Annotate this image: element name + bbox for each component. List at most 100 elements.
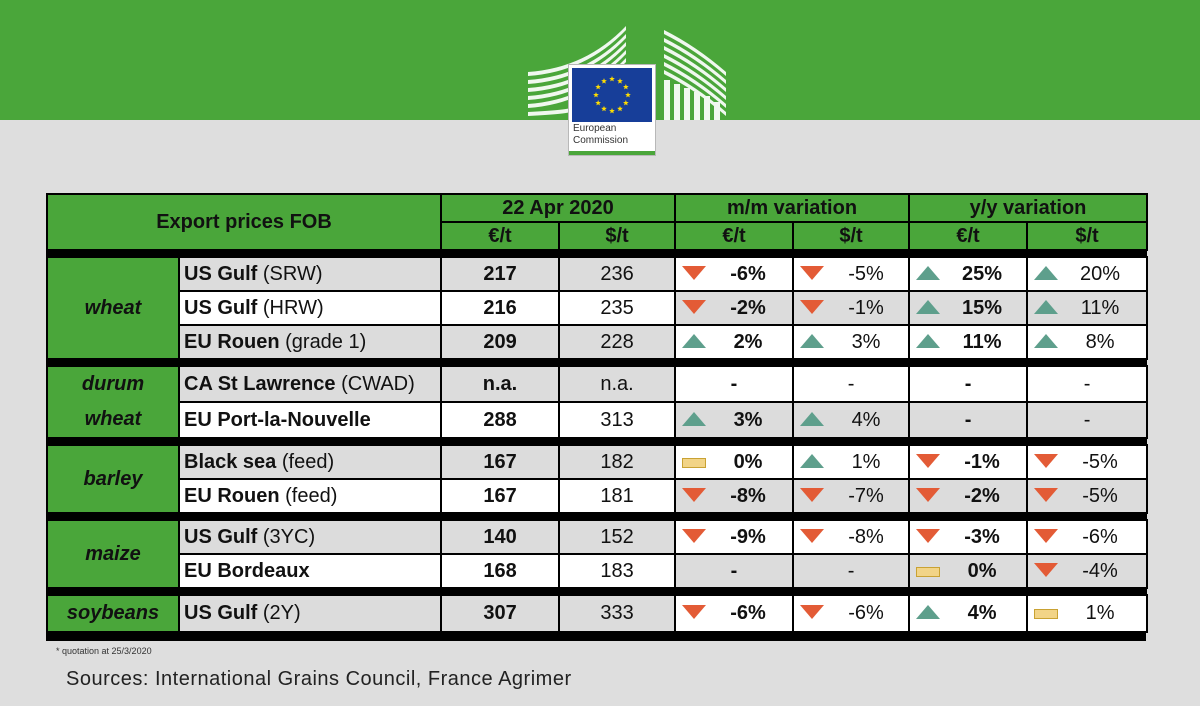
- table-row: barley Black sea (feed) 167 182 0% 1% -1% -5%: [46, 444, 1149, 514]
- triangle-down-icon: [800, 299, 825, 314]
- export-prices-table: Export prices FOB 22 Apr 2020 m/m variat…: [45, 193, 1149, 633]
- commodity-label: soybeans: [46, 594, 180, 633]
- yy-eur-value: 25%: [962, 262, 1003, 285]
- yy-usd-value: 1%: [1085, 602, 1115, 625]
- header-price-eur: €/t: [440, 221, 561, 251]
- eu-star-icon: [609, 108, 615, 114]
- triangle-down-icon: [916, 487, 941, 502]
- export-prices-table-frame: Export prices FOB 22 Apr 2020 m/m variat…: [45, 193, 1149, 641]
- table-row: wheat US Gulf (SRW) 217 236 -6% -5% 25% 20%: [46, 256, 1149, 360]
- price-usd: n.a.: [558, 365, 677, 403]
- origin-name: US Gulf: [184, 296, 258, 319]
- yy-eur-indicator: [916, 602, 946, 625]
- mm-eur-value: -9%: [730, 525, 766, 548]
- yy-usd-value: 8%: [1085, 330, 1115, 353]
- price-eur: 140: [440, 519, 561, 555]
- origin-quality: (grade 1): [279, 330, 367, 353]
- yy-usd-indicator: [1034, 485, 1064, 508]
- ec-name-line1: European: [573, 123, 617, 134]
- yy-eur-value: 15%: [962, 296, 1003, 319]
- price-eur: 167: [440, 444, 561, 480]
- yy-usd: 8%: [1026, 324, 1149, 360]
- ec-logo-card: European Commission: [568, 64, 656, 156]
- mm-usd-indicator: [800, 526, 830, 549]
- yy-eur-indicator: [916, 560, 946, 583]
- commodity-label: barley: [46, 444, 180, 514]
- triangle-down-icon: [916, 528, 941, 543]
- origin-name: EU Bordeaux: [184, 559, 310, 582]
- commodity-label-line: maize: [85, 542, 141, 565]
- triangle-up-icon: [1034, 299, 1059, 314]
- yy-eur: 15%: [908, 290, 1029, 326]
- triangle-up-icon: [916, 265, 941, 280]
- table-row: soybeans US Gulf (2Y) 307 333 -6% -6% 4% 1%: [46, 594, 1149, 633]
- commodity-label: wheat: [46, 256, 180, 360]
- header-mm-eur: €/t: [674, 221, 795, 251]
- mm-usd-indicator: [800, 451, 830, 474]
- group-separator: [47, 588, 1148, 595]
- group-separator: [47, 438, 1148, 445]
- mm-eur: -: [674, 365, 795, 403]
- yy-eur: -2%: [908, 478, 1029, 514]
- triangle-up-icon: [682, 411, 707, 426]
- ec-name-line2: Commission: [573, 135, 629, 146]
- origin-quality: (2Y): [257, 602, 301, 624]
- yy-usd-value: 20%: [1080, 262, 1121, 285]
- separator-cell: [47, 359, 1148, 366]
- group-separator: [47, 359, 1148, 366]
- mm-eur-indicator: [682, 526, 712, 549]
- mm-usd-value: -6%: [848, 602, 884, 625]
- commodity-label: maize: [46, 519, 180, 589]
- yy-eur-indicator: [916, 451, 946, 474]
- mm-usd-value: -7%: [848, 484, 884, 507]
- yy-usd-value: 11%: [1080, 296, 1120, 319]
- mm-eur-value: 3%: [733, 408, 763, 431]
- yy-eur-value: -3%: [964, 525, 1000, 548]
- mm-eur-indicator: [682, 409, 712, 432]
- eu-star-icon: [601, 105, 607, 112]
- origin-quality: (feed): [279, 484, 338, 507]
- mm-usd-indicator: [800, 409, 830, 432]
- mm-eur-value: -6%: [730, 262, 766, 285]
- eu-star-icon: [617, 78, 623, 84]
- mm-eur: -6%: [674, 594, 795, 633]
- eu-star-icon: [623, 100, 629, 106]
- origin-cell: US Gulf (2Y): [177, 594, 443, 633]
- mm-eur-value: -2%: [730, 296, 766, 319]
- triangle-down-icon: [682, 528, 707, 543]
- mm-usd-value: 3%: [851, 330, 881, 353]
- triangle-up-icon: [916, 333, 941, 348]
- mm-eur: -2%: [674, 290, 795, 326]
- separator-cell: [47, 588, 1148, 595]
- triangle-down-icon: [682, 265, 707, 280]
- mm-eur-indicator: [682, 263, 712, 286]
- yy-eur: 25%: [908, 256, 1029, 292]
- separator-cell: [47, 513, 1148, 520]
- yy-usd: -: [1026, 365, 1149, 403]
- origin-name: CA St Lawrence: [184, 372, 336, 395]
- price-eur: 209: [440, 324, 561, 360]
- yy-eur-value: -2%: [964, 484, 1000, 507]
- eu-star-icon: [623, 84, 629, 90]
- yy-eur-value: -1%: [964, 450, 1000, 473]
- yy-usd: -: [1026, 401, 1149, 439]
- price-usd: 152: [558, 519, 677, 555]
- mm-usd: -: [792, 553, 911, 589]
- yy-eur: 11%: [908, 324, 1029, 360]
- table-row: durum wheat CA St Lawrence (CWAD) n.a. n.a. -…: [46, 365, 1149, 439]
- origin-cell: EU Bordeaux: [177, 553, 443, 589]
- price-eur: n.a.: [440, 365, 561, 403]
- triangle-down-icon: [1034, 528, 1059, 543]
- mm-usd-value: -: [847, 559, 855, 582]
- yy-usd-value: -: [1083, 408, 1091, 431]
- european-commission-logo: European Commission: [526, 24, 730, 156]
- header-yy-variation: y/y variation: [908, 193, 1149, 223]
- yy-usd-indicator: [1034, 451, 1064, 474]
- flat-bar-icon: [916, 566, 941, 577]
- yy-usd: 11%: [1026, 290, 1149, 326]
- mm-eur: -8%: [674, 478, 795, 514]
- mm-eur: -6%: [674, 256, 795, 292]
- triangle-down-icon: [800, 487, 825, 502]
- yy-usd-value: -: [1083, 372, 1091, 395]
- price-usd: 235: [558, 290, 677, 326]
